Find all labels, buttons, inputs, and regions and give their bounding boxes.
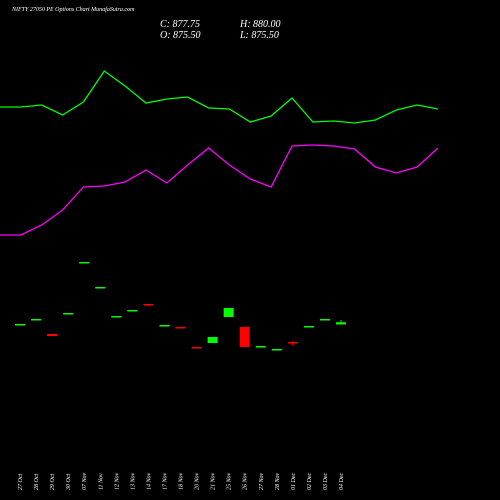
high-info: H: 880.00	[239, 19, 281, 30]
x-tick-label: 28 Nov	[275, 472, 281, 490]
candle-body	[207, 337, 218, 343]
x-tick-label: 18 Nov	[179, 472, 185, 490]
x-tick-label: 30 Oct	[66, 474, 72, 491]
candle-body	[143, 304, 154, 306]
low-info: L: 875.50	[239, 30, 279, 41]
x-tick-label: 11 Nov	[98, 473, 104, 490]
x-tick-label: 14 Nov	[145, 472, 152, 490]
candle-body	[31, 319, 42, 321]
x-tick-label: 29 Oct	[50, 474, 56, 490]
candle-body	[223, 308, 234, 317]
candle-body	[47, 334, 58, 336]
candle-body	[79, 262, 90, 264]
x-tick-label: 12 Nov	[114, 472, 120, 490]
x-tick-label: 04 Dec	[338, 473, 345, 490]
candle-body	[319, 319, 330, 321]
x-tick-label: 27 Nov	[259, 472, 265, 490]
x-tick-label: 20 Nov	[195, 472, 201, 490]
candle-body	[127, 310, 138, 312]
x-tick-label: 17 Nov	[162, 472, 168, 490]
candle-body	[255, 346, 266, 348]
x-tick-label: 27 Oct	[18, 474, 24, 490]
candle-body	[111, 316, 122, 318]
close-info: C: 877.75	[160, 19, 200, 30]
candle-body	[271, 349, 282, 351]
x-tick-label: 07 Nov	[82, 472, 88, 490]
candle-body	[303, 326, 314, 328]
average-line	[0, 70, 439, 124]
candle-body	[191, 347, 202, 349]
x-tick-label: 28 Oct	[34, 474, 40, 490]
open-info: O: 875.50	[160, 30, 201, 41]
candle-body	[336, 322, 346, 325]
chart-title: NIFTY 27050 PE Options Chart MunafaSutra…	[11, 6, 135, 13]
candle-body	[239, 327, 250, 347]
x-tick-label: 21 Nov	[211, 472, 217, 490]
x-tick-label: 01 Dec	[291, 473, 297, 490]
x-tick-label: 02 Dec	[307, 473, 313, 490]
x-tick-label: 26 Nov	[243, 472, 249, 490]
candle-body	[159, 325, 170, 327]
average-line	[0, 144, 439, 236]
candle-body	[287, 342, 298, 344]
candle-body	[15, 324, 25, 326]
x-tick-label: 13 Nov	[130, 472, 136, 490]
x-tick-label: 25 Nov	[227, 472, 233, 490]
candle-body	[95, 287, 106, 289]
candle-body	[63, 313, 74, 315]
x-tick-label: 03 Dec	[323, 473, 329, 490]
candle-body	[175, 327, 186, 329]
